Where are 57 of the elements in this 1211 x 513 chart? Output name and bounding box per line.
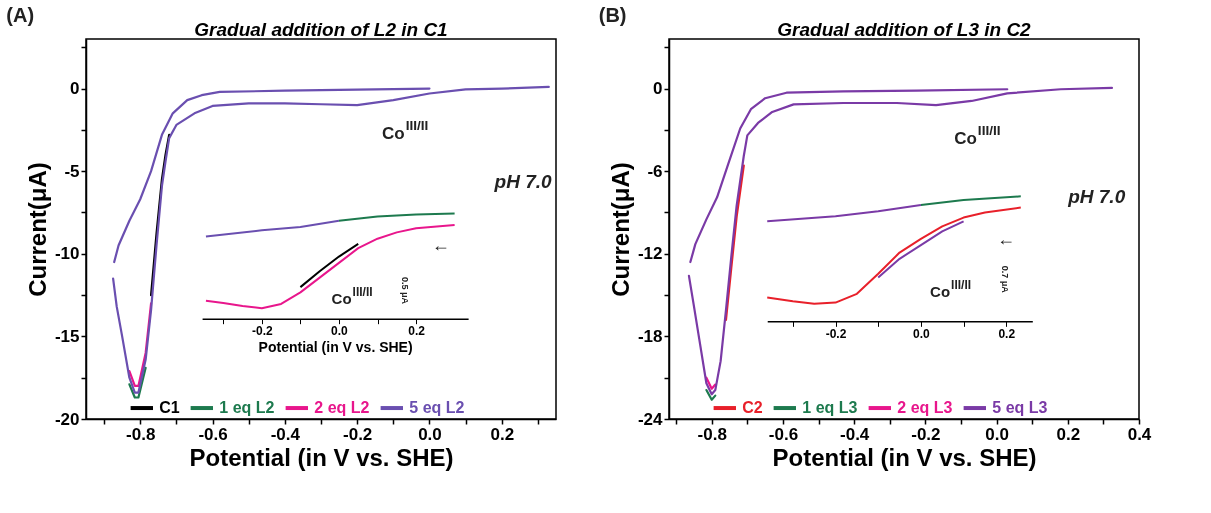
annotation: ←	[431, 235, 450, 256]
chart-title: Gradual addition of L3 in C2	[777, 19, 1032, 41]
line-series	[149, 133, 171, 297]
x-tick-label: -0.4	[270, 424, 301, 444]
x-tick-label: -0.2	[252, 324, 274, 339]
legend-label: 5 eq L3	[992, 399, 1048, 417]
x-tick-label: -0.4	[840, 424, 870, 444]
x-tick-label: -0.2	[911, 424, 941, 444]
x-tick-label: 0.0	[331, 324, 349, 339]
x-tick-label: -0.8	[126, 424, 156, 444]
annotation: pH 7.0	[493, 170, 553, 192]
x-tick-label: 0.0	[985, 424, 1009, 444]
y-tick-label: -15	[54, 326, 80, 346]
y-tick-label: -20	[54, 409, 80, 429]
y-axis-title: Current(μA)	[23, 162, 51, 297]
x-tick-label: -0.2	[825, 326, 847, 341]
line-series	[724, 164, 745, 321]
legend-label: 2 eq L2	[314, 399, 370, 417]
x-tick-label: 0.2	[1056, 424, 1081, 444]
annotation: 0.5 μA	[399, 277, 410, 305]
y-tick-label: -18	[637, 326, 663, 346]
x-tick-label: 0.0	[913, 326, 931, 341]
x-tick-label: -0.6	[198, 424, 228, 444]
legend-label: C2	[742, 399, 763, 417]
text: (A)	[6, 4, 35, 27]
y-axis-title: Current(μA)	[606, 162, 634, 297]
legend-label: 2 eq L3	[897, 399, 953, 417]
annotation: ←	[996, 229, 1015, 250]
y-tick-label: -5	[64, 161, 80, 181]
x-tick-label: -0.6	[768, 424, 799, 444]
line-series	[113, 87, 431, 264]
y-tick-label: -24	[637, 409, 664, 429]
line-series	[112, 85, 550, 394]
x-tick-label: 0.2	[490, 424, 515, 444]
text: (B)	[598, 4, 627, 27]
y-tick-label: 0	[70, 79, 80, 99]
x-tick-label: 0.2	[998, 326, 1016, 341]
legend-label: C1	[159, 399, 180, 417]
x-tick-label: -0.2	[343, 424, 373, 444]
annotation: pH 7.0	[1067, 185, 1126, 207]
legend-label: 5 eq L2	[409, 399, 465, 417]
x-tick-label: 0.2	[408, 324, 426, 339]
x-tick-label: 0.0	[418, 424, 442, 444]
legend-label: 1 eq L3	[802, 399, 858, 417]
x-axis-title: Potential (in V vs. SHE)	[258, 339, 413, 356]
x-tick-label: -0.8	[697, 424, 727, 444]
x-axis-title: Potential (in V vs. SHE)	[189, 443, 454, 471]
x-axis-title: Potential (in V vs. SHE)	[772, 443, 1037, 471]
y-tick-label: -10	[54, 244, 80, 264]
line-series	[128, 302, 153, 388]
annotation: 0.7 μA	[1000, 265, 1011, 294]
legend-label: 1 eq L2	[219, 399, 275, 417]
x-tick-label: 0.4	[1127, 424, 1152, 444]
y-tick-label: -6	[647, 161, 663, 181]
chart-title: Gradual addition of L2 in C1	[194, 19, 448, 41]
y-tick-label: 0	[653, 79, 663, 99]
y-tick-label: -12	[637, 244, 663, 264]
